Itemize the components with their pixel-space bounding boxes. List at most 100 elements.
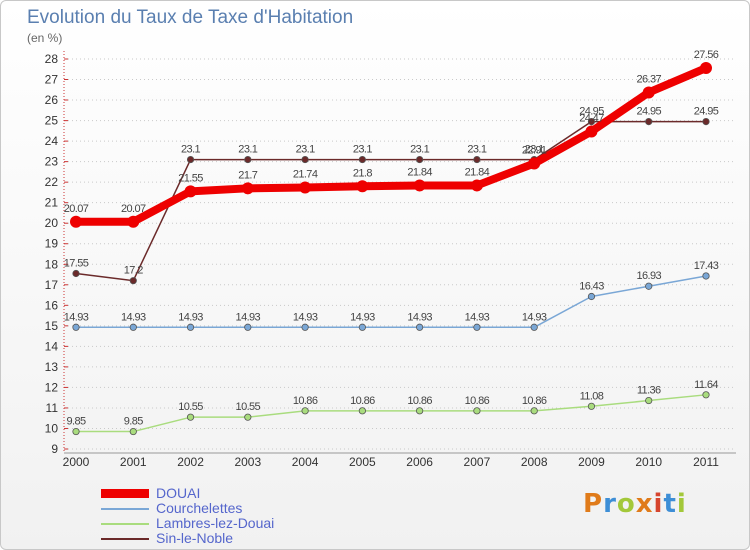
- x-tick-label: 2010: [635, 455, 662, 469]
- data-point-lambres-lez-douai: [186, 413, 195, 421]
- y-tick-label: 28: [45, 52, 59, 66]
- data-point-lambres-lez-douai: [587, 402, 596, 410]
- data-label-courchelettes: 14.93: [178, 311, 203, 323]
- x-tick-label: 2001: [120, 455, 147, 469]
- data-label-sin-le-noble: 17.2: [124, 265, 143, 277]
- y-tick-label: 22: [45, 175, 59, 189]
- legend-swatch-courchelettes: [101, 508, 149, 510]
- data-point-sin-le-noble: [645, 118, 653, 126]
- y-tick-label: 12: [45, 380, 59, 394]
- data-label-sin-le-noble: 23.1: [410, 144, 429, 156]
- data-point-douai: [585, 125, 598, 138]
- series-line-lambres-lez-douai: [75, 394, 707, 433]
- data-point-lambres-lez-douai: [129, 427, 137, 436]
- data-label-courchelettes: 14.93: [121, 311, 146, 323]
- data-point-douai: [356, 180, 369, 193]
- data-point-courchelettes: [129, 323, 137, 331]
- data-label-sin-le-noble: 24.95: [636, 106, 661, 118]
- data-label-courchelettes: 14.93: [465, 311, 490, 323]
- data-point-courchelettes: [358, 323, 366, 331]
- data-point-courchelettes: [244, 323, 252, 331]
- data-point-douai: [299, 181, 312, 194]
- y-tick-label: 14: [45, 339, 59, 353]
- y-tick-label: 23: [45, 155, 59, 169]
- data-label-sin-le-noble: 24.95: [694, 106, 719, 118]
- x-tick-label: 2003: [234, 455, 261, 469]
- data-label-douai: 21.74: [293, 168, 318, 180]
- data-point-sin-le-noble: [473, 155, 481, 164]
- data-point-lambres-lez-douai: [301, 407, 309, 415]
- y-tick-label: 26: [45, 93, 59, 107]
- data-label-lambres-lez-douai: 10.86: [350, 395, 375, 407]
- data-label-sin-le-noble: 23.1: [353, 144, 372, 156]
- data-label-lambres-lez-douai: 9.85: [66, 416, 85, 428]
- data-label-sin-le-noble: 17.55: [64, 258, 89, 270]
- data-point-lambres-lez-douai: [358, 407, 366, 415]
- data-point-sin-le-noble: [702, 118, 710, 126]
- data-point-courchelettes: [587, 292, 596, 301]
- data-point-lambres-lez-douai: [416, 407, 424, 415]
- data-point-sin-le-noble: [301, 155, 309, 164]
- proxiti-logo: Proxiti: [583, 489, 687, 519]
- y-tick-label: 9: [51, 442, 58, 456]
- data-label-lambres-lez-douai: 11.64: [694, 379, 718, 391]
- data-point-douai: [470, 179, 483, 192]
- data-label-douai: 20.07: [121, 203, 146, 215]
- data-label-courchelettes: 14.93: [522, 311, 547, 323]
- data-label-lambres-lez-douai: 10.86: [407, 395, 432, 407]
- data-label-douai: 21.8: [353, 167, 372, 179]
- y-tick-label: 25: [45, 114, 59, 128]
- data-point-douai: [700, 62, 712, 75]
- x-tick-label: 2011: [693, 455, 719, 469]
- y-tick-label: 20: [45, 216, 59, 230]
- data-point-courchelettes: [645, 282, 653, 290]
- x-tick-label: 2006: [406, 455, 433, 469]
- data-point-lambres-lez-douai: [530, 407, 538, 415]
- legend-swatch-lambres: [101, 523, 149, 525]
- data-point-lambres-lez-douai: [244, 413, 252, 421]
- data-point-douai: [241, 182, 254, 195]
- x-tick-label: 2007: [464, 455, 491, 469]
- data-point-sin-le-noble: [416, 155, 424, 164]
- y-tick-label: 15: [45, 319, 59, 333]
- data-label-lambres-lez-douai: 11.08: [580, 390, 604, 402]
- legend-label-lambres: Lambres-lez-Douai: [156, 515, 275, 531]
- data-label-lambres-lez-douai: 11.36: [637, 385, 661, 397]
- data-label-lambres-lez-douai: 10.55: [178, 401, 203, 413]
- y-tick-label: 10: [45, 421, 59, 435]
- data-point-lambres-lez-douai: [72, 427, 80, 436]
- data-label-douai: 21.84: [407, 166, 432, 178]
- y-tick-label: 21: [45, 196, 59, 210]
- data-point-courchelettes: [473, 323, 481, 331]
- data-point-sin-le-noble: [72, 269, 80, 278]
- legend-swatch-sin-le-noble: [101, 538, 149, 540]
- y-tick-label: 13: [45, 360, 59, 374]
- data-point-courchelettes: [702, 272, 710, 280]
- legend-label-courchelettes: Courchelettes: [156, 500, 243, 516]
- legend-label-douai: DOUAI: [156, 485, 201, 501]
- data-point-douai: [528, 157, 541, 170]
- data-label-lambres-lez-douai: 9.85: [124, 416, 143, 428]
- y-tick-label: 11: [46, 401, 59, 415]
- data-label-douai: 21.55: [178, 172, 203, 184]
- data-point-sin-le-noble: [587, 118, 596, 126]
- x-tick-label: 2002: [177, 455, 204, 469]
- data-point-douai: [642, 86, 655, 99]
- data-label-courchelettes: 14.93: [236, 311, 261, 323]
- data-label-courchelettes: 14.93: [293, 311, 318, 323]
- data-label-douai: 20.07: [64, 203, 89, 215]
- data-label-douai: 21.7: [238, 169, 257, 181]
- data-label-courchelettes: 17.43: [694, 260, 719, 272]
- data-point-douai: [127, 215, 140, 228]
- y-tick-label: 17: [45, 278, 59, 292]
- data-label-lambres-lez-douai: 10.86: [293, 395, 318, 407]
- x-tick-label: 2004: [292, 455, 319, 469]
- data-point-lambres-lez-douai: [702, 391, 710, 399]
- data-label-sin-le-noble: 23.1: [525, 144, 544, 156]
- data-label-lambres-lez-douai: 10.55: [236, 401, 261, 413]
- data-label-douai: 22.91: [522, 144, 547, 156]
- data-label-courchelettes: 14.93: [350, 311, 375, 323]
- data-label-courchelettes: 16.43: [579, 280, 604, 292]
- y-tick-label: 19: [45, 237, 59, 251]
